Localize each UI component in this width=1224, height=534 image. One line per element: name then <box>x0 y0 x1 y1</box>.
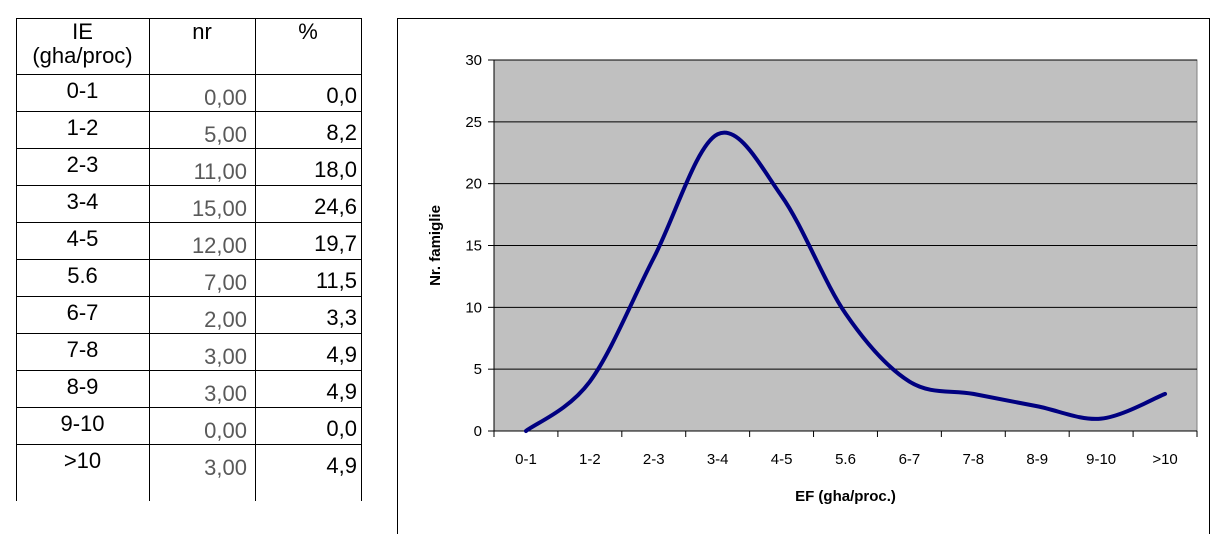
cell-ie: 9-10 <box>60 411 105 436</box>
y-tick-label: 10 <box>465 299 482 316</box>
table-row-border <box>16 296 361 297</box>
x-tick-label: 3-4 <box>707 451 729 468</box>
cell-nr: 5,00 <box>204 122 247 147</box>
table-row: >10 3,00 4,9 <box>16 444 361 481</box>
table-row-border <box>16 111 361 112</box>
header-pct: % <box>298 19 318 44</box>
series-line <box>523 130 1168 433</box>
x-tick-label: 5.6 <box>835 451 856 468</box>
cell-ie: 3-4 <box>66 189 99 214</box>
cell-pct: 24,6 <box>314 194 357 219</box>
cell-nr: 11,00 <box>193 159 247 184</box>
y-tick-label: 20 <box>465 176 482 193</box>
table-row: 8-9 3,00 4,9 <box>16 370 361 407</box>
table-row: 0-1 0,00 0,0 <box>16 74 361 111</box>
cell-ie: 7-8 <box>66 337 99 362</box>
table-row-border <box>16 370 361 371</box>
line-chart: 0 5 10 15 20 25 30 0-1 1-2 2-3 3-4 4-5 5.6 6-7 7-8 8-9 9… <box>427 52 1198 505</box>
y-axis-title: Nr. famiglie <box>427 205 444 286</box>
table-column-border <box>255 18 256 501</box>
cell-pct: 4,9 <box>326 453 357 478</box>
cell-pct: 4,9 <box>326 379 357 404</box>
x-tick-label: 0-1 <box>515 451 537 468</box>
y-tick-label: 5 <box>474 361 482 378</box>
x-tick-label: 2-3 <box>643 451 665 468</box>
y-tick-label: 15 <box>465 238 482 255</box>
cell-nr: 3,00 <box>204 344 247 369</box>
table-row-border <box>16 259 361 260</box>
cell-ie: 8-9 <box>66 374 99 399</box>
cell-pct: 18,0 <box>314 157 357 182</box>
cell-nr: 7,00 <box>204 270 247 295</box>
y-tick-label: 30 <box>465 52 482 69</box>
table-column-border <box>149 18 150 501</box>
table-border-top <box>16 18 361 19</box>
data-table: IE (gha/proc) nr% 0-1 0,00 0,0 1-2 5,00 8,2 2-3 1… <box>16 18 362 501</box>
header-ie: IE (gha/proc) <box>32 19 133 68</box>
table-row-border <box>16 222 361 223</box>
table-row-border <box>16 185 361 186</box>
x-tick-label: 4-5 <box>771 451 793 468</box>
y-tick-label: 0 <box>474 423 482 440</box>
x-tick-label: 9-10 <box>1086 451 1116 468</box>
cell-pct: 3,3 <box>326 305 357 330</box>
cell-nr: 12,00 <box>191 233 247 258</box>
cell-nr: 0,00 <box>204 85 247 110</box>
cell-ie: 6-7 <box>66 300 99 325</box>
table-row-border <box>16 333 361 334</box>
table-header-border <box>16 74 361 75</box>
table-row: 5.6 7,00 11,5 <box>16 259 361 296</box>
table-row-border <box>16 407 361 408</box>
cell-nr: 0,00 <box>204 418 247 443</box>
x-axis-title: EF (gha/proc.) <box>795 488 896 505</box>
cell-nr: 2,00 <box>204 307 247 332</box>
cell-pct: 11,5 <box>315 268 357 293</box>
x-tick-label: 1-2 <box>579 451 601 468</box>
table-row-border <box>16 148 361 149</box>
cell-pct: 8,2 <box>326 120 357 145</box>
x-tick-label: 6-7 <box>899 451 921 468</box>
cell-ie: 1-2 <box>66 115 99 140</box>
cell-pct: 0,0 <box>326 416 357 441</box>
cell-ie: 4-5 <box>66 226 99 251</box>
x-tick-label: 8-9 <box>1026 451 1048 468</box>
table-row: 7-8 3,00 4,9 <box>16 333 361 370</box>
table-column-border <box>361 18 362 501</box>
cell-nr: 3,00 <box>204 455 247 480</box>
table-row: 2-3 11,00 18,0 <box>16 148 361 185</box>
table-row-border <box>16 444 361 445</box>
table-row: 4-5 12,00 19,7 <box>16 222 361 259</box>
y-tick-label: 25 <box>465 114 482 131</box>
table-row: 3-4 15,00 24,6 <box>16 185 361 222</box>
cell-pct: 19,7 <box>314 231 357 256</box>
table-row: 9-10 0,00 0,0 <box>16 407 361 444</box>
cell-pct: 0,0 <box>326 83 357 108</box>
cell-nr: 3,00 <box>204 381 247 406</box>
cell-nr: 15,00 <box>191 196 247 221</box>
chart-frame <box>397 18 1210 534</box>
cell-ie: >10 <box>63 448 102 473</box>
header-nr: nr <box>192 19 212 44</box>
cell-pct: 4,9 <box>326 342 357 367</box>
cell-ie: 2-3 <box>66 152 99 177</box>
table-row: 6-7 2,00 3,3 <box>16 296 361 333</box>
table-row: 1-2 5,00 8,2 <box>16 111 361 148</box>
x-tick-label: >10 <box>1152 451 1177 468</box>
cell-ie: 0-1 <box>66 78 99 103</box>
x-tick-label: 7-8 <box>962 451 984 468</box>
cell-ie: 5.6 <box>67 263 98 288</box>
table-column-border <box>16 18 17 501</box>
